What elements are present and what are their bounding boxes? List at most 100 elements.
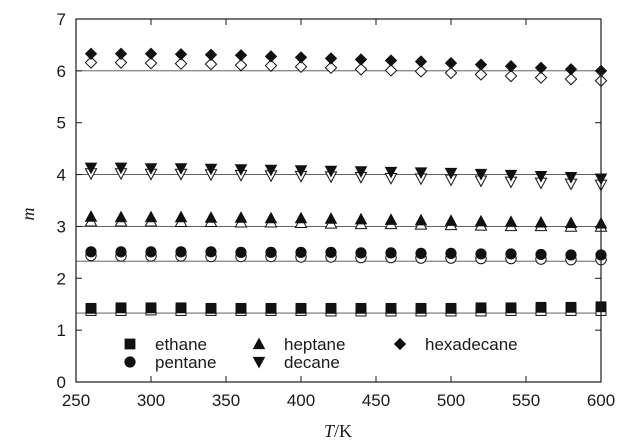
ethane-filled-point [445, 302, 457, 314]
heptane-filled-point [474, 214, 488, 227]
ethane-filled-point [145, 302, 157, 314]
heptane-filled-point [84, 210, 98, 222]
x-axis-label: T/K [324, 421, 352, 441]
hexadecane-filled-point [204, 48, 218, 61]
ethane-filled-point [415, 302, 427, 314]
decane-filled-point [294, 165, 308, 177]
hexadecane-open-point [234, 58, 248, 72]
hexadecane-filled-point [324, 52, 338, 65]
legend-marker-decane [252, 356, 266, 369]
pentane-filled-point [415, 247, 427, 259]
hexadecane-open-point [84, 56, 98, 69]
legend-item-heptane: heptane [252, 335, 345, 354]
hexadecane-open-point [564, 72, 578, 86]
x-tick-label: 600 [587, 391, 615, 410]
hexadecane-filled-point [84, 47, 98, 60]
reference-lines [76, 70, 601, 314]
y-tick-label: 7 [57, 10, 66, 29]
pentane-filled-point [295, 246, 307, 258]
heptane-filled-point [234, 211, 248, 223]
legend-marker-heptane [252, 337, 266, 350]
pentane-filled-point [145, 246, 157, 258]
legend-item-pentane: pentane [124, 353, 216, 372]
hexadecane-filled-point [264, 50, 278, 63]
legend-label-hexadecane: hexadecane [425, 335, 518, 354]
heptane-filled-point [294, 211, 308, 224]
ethane-filled-point [385, 302, 397, 314]
x-tick-label: 250 [62, 391, 90, 410]
hexadecane-filled-point [564, 63, 578, 76]
decane-filled-point [414, 167, 428, 179]
pentane-filled-point [115, 246, 127, 258]
ethane-filled-point [535, 301, 547, 313]
hexadecane-open-point [264, 59, 278, 72]
hexadecane-open-point [204, 57, 218, 71]
series-ethane [85, 301, 607, 317]
hexadecane-open-point [444, 66, 458, 80]
hexadecane-open-point [144, 56, 158, 70]
decane-filled-point [264, 164, 278, 177]
decane-filled-point [474, 168, 488, 181]
pentane-filled-point [565, 249, 577, 261]
legend-label-heptane: heptane [284, 335, 345, 354]
decane-filled-point [84, 162, 98, 175]
heptane-filled-point [444, 214, 458, 226]
pentane-filled-point [535, 248, 547, 261]
data-points [84, 47, 608, 317]
hexadecane-open-point [534, 71, 548, 84]
decane-filled-point [174, 163, 188, 175]
hexadecane-filled-point [354, 53, 368, 66]
heptane-filled-point [504, 215, 518, 227]
hexadecane-filled-point [144, 47, 158, 60]
decane-filled-point [564, 172, 578, 184]
heptane-filled-point [114, 210, 128, 223]
decane-filled-point [204, 163, 218, 176]
x-tick-label: 300 [137, 391, 165, 410]
heptane-filled-point [384, 213, 398, 225]
ethane-filled-point [175, 302, 187, 314]
legend-marker-ethane [124, 338, 136, 350]
x-axis-label-variable: T [324, 421, 336, 441]
hexadecane-open-point [114, 56, 128, 69]
hexadecane-filled-point [444, 56, 458, 70]
series-decane [84, 162, 608, 192]
x-axis-label-unit: /K [334, 421, 352, 441]
y-tick-label: 3 [57, 217, 66, 236]
ethane-filled-point [475, 302, 487, 314]
hexadecane-open-point [474, 68, 488, 81]
ethane-filled-point [355, 302, 367, 314]
y-tick-label: 2 [57, 269, 66, 288]
hexadecane-filled-point [504, 60, 518, 73]
decane-filled-point [234, 164, 248, 176]
x-tick-label: 500 [437, 391, 465, 410]
legend-marker-hexadecane [393, 337, 407, 351]
y-tick-label: 6 [57, 62, 66, 81]
decane-filled-point [354, 166, 368, 178]
hexadecane-filled-point [294, 51, 308, 64]
pentane-filled-point [235, 246, 247, 258]
decane-filled-point [144, 163, 158, 175]
pentane-filled-point [175, 246, 187, 258]
hexadecane-open-point [504, 69, 518, 83]
legend-label-decane: decane [284, 353, 340, 372]
ethane-filled-point [565, 301, 577, 313]
x-tick-label: 400 [287, 391, 315, 410]
y-tick-label: 1 [57, 321, 66, 340]
x-tick-label: 450 [362, 391, 390, 410]
hexadecane-open-point [414, 65, 428, 78]
decane-filled-point [444, 167, 458, 180]
y-tick-label: 4 [57, 166, 66, 185]
heptane-filled-point [174, 210, 188, 223]
ethane-filled-point [265, 302, 277, 314]
hexadecane-open-point [294, 60, 308, 74]
pentane-filled-point [325, 246, 337, 258]
decane-filled-point [114, 162, 128, 175]
pentane-filled-point [355, 247, 367, 259]
pentane-filled-point [205, 246, 217, 258]
axis-ticks: 250 300 350 400 450 500 550 600 0 1 2 3 4 5 6 7 [57, 10, 616, 410]
hexadecane-open-point [174, 57, 188, 70]
hexadecane-filled-point [174, 48, 188, 61]
pentane-filled-point [445, 247, 457, 259]
decane-filled-point [504, 169, 518, 182]
hexadecane-filled-point [384, 54, 398, 67]
